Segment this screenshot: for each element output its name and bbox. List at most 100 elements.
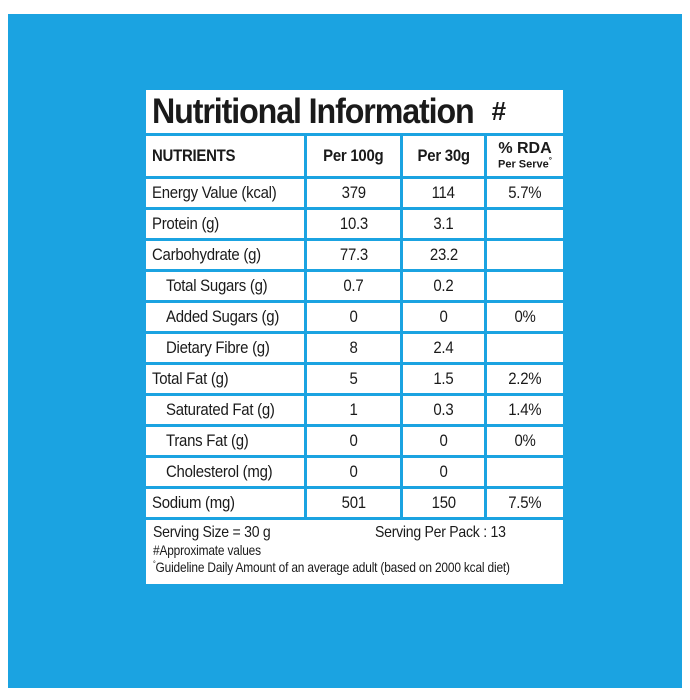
table-cell-name: Energy Value (kcal) [146, 179, 304, 207]
cell-text: 0 [439, 462, 448, 481]
table-cell-name: Carbohydrate (g) [146, 241, 304, 269]
cell-text: 0.3 [433, 400, 454, 419]
label-title: Nutritional Information # [146, 90, 563, 133]
cell-text: 0.2 [433, 276, 454, 295]
cell-text: 379 [341, 183, 366, 202]
cell-text: 501 [341, 493, 366, 512]
table-cell-per30: 23.2 [403, 241, 484, 269]
cell-text: Saturated Fat (g) [166, 400, 275, 419]
cell-text: Cholesterol (mg) [166, 462, 273, 481]
header-per30: Per 30g [403, 136, 484, 176]
cell-text: 1.4% [508, 400, 542, 419]
table-cell-per100: 0 [307, 303, 400, 331]
cell-text: 3.1 [433, 214, 454, 233]
header-per100: Per 100g [307, 136, 400, 176]
table-cell-per30: 150 [403, 489, 484, 517]
table-cell-rda: 0% [487, 427, 563, 455]
cell-text: Total Sugars (g) [166, 276, 268, 295]
table-cell-rda [487, 334, 563, 362]
table-cell-per30: 0 [403, 303, 484, 331]
table-cell-per30: 2.4 [403, 334, 484, 362]
rda-mark: ° [548, 156, 552, 166]
table-cell-rda: 7.5% [487, 489, 563, 517]
cell-text: Added Sugars (g) [166, 307, 280, 326]
table-cell-name: Saturated Fat (g) [146, 396, 304, 424]
header-per30-text: Per 30g [417, 146, 470, 165]
table-cell-rda: 0% [487, 303, 563, 331]
table-cell-rda: 5.7% [487, 179, 563, 207]
header-nutrients: NUTRIENTS [146, 136, 304, 176]
serving-per-pack: Serving Per Pack : 13 [374, 524, 506, 541]
cell-text: 0 [349, 307, 358, 326]
cell-text: 0 [349, 462, 358, 481]
header-nutrients-text: NUTRIENTS [152, 146, 236, 165]
cell-text: 77.3 [339, 245, 368, 264]
cell-text: 150 [431, 493, 456, 512]
cell-text: 0 [349, 431, 358, 450]
label-footer: Serving Size = 30 g Serving Per Pack : 1… [146, 520, 563, 584]
table-cell-per100: 379 [307, 179, 400, 207]
cell-text: Sodium (mg) [152, 493, 235, 512]
approx-note: #Approximate values [153, 542, 261, 558]
cell-text: 10.3 [339, 214, 368, 233]
cell-text: 2.2% [508, 369, 542, 388]
gda-note: Guideline Daily Amount of an average adu… [155, 559, 510, 575]
cell-text: 8 [349, 338, 358, 357]
table-cell-name: Sodium (mg) [146, 489, 304, 517]
cell-text: 1.5 [433, 369, 454, 388]
table-cell-rda [487, 272, 563, 300]
cell-text: Energy Value (kcal) [152, 183, 277, 202]
table-cell-per100: 0.7 [307, 272, 400, 300]
table-cell-per100: 10.3 [307, 210, 400, 238]
table-cell-per100: 501 [307, 489, 400, 517]
table-cell-rda [487, 458, 563, 486]
table-cell-per100: 0 [307, 458, 400, 486]
table-cell-per100: 8 [307, 334, 400, 362]
cell-text: 2.4 [433, 338, 454, 357]
title-mark: # [491, 96, 507, 126]
header-rda-text: % RDA [498, 140, 552, 158]
table-cell-rda [487, 210, 563, 238]
cell-text: 114 [431, 183, 456, 202]
header-rda: % RDA Per Serve° [487, 136, 563, 176]
cell-text: Carbohydrate (g) [152, 245, 261, 264]
table-cell-name: Added Sugars (g) [146, 303, 304, 331]
cell-text: Trans Fat (g) [166, 431, 249, 450]
table-cell-rda: 1.4% [487, 396, 563, 424]
cell-text: 23.2 [429, 245, 458, 264]
cell-text: 0% [514, 307, 536, 326]
title-text: Nutritional Information [152, 91, 475, 131]
header-per100-text: Per 100g [323, 146, 384, 165]
nutrition-label: Nutritional Information # NUTRIENTS Per … [143, 88, 566, 587]
table-cell-per30: 114 [403, 179, 484, 207]
cell-text: 0% [514, 431, 536, 450]
cell-text: 5.7% [508, 183, 542, 202]
cell-text: Protein (g) [152, 214, 219, 233]
table-cell-name: Total Fat (g) [146, 365, 304, 393]
table-cell-per30: 0.3 [403, 396, 484, 424]
cell-text: 0 [439, 307, 448, 326]
cell-text: 0 [439, 431, 448, 450]
table-cell-per100: 0 [307, 427, 400, 455]
table-cell-per30: 0.2 [403, 272, 484, 300]
cell-text: 5 [349, 369, 358, 388]
header-rda-sub: Per Serve [498, 158, 549, 171]
table-cell-name: Protein (g) [146, 210, 304, 238]
cell-text: 1 [349, 400, 358, 419]
table-cell-per100: 1 [307, 396, 400, 424]
cell-text: 7.5% [508, 493, 542, 512]
table-cell-name: Dietary Fibre (g) [146, 334, 304, 362]
table-cell-rda [487, 241, 563, 269]
table-cell-per30: 0 [403, 427, 484, 455]
table-cell-per100: 77.3 [307, 241, 400, 269]
table-cell-rda: 2.2% [487, 365, 563, 393]
cell-text: 0.7 [343, 276, 364, 295]
cell-text: Total Fat (g) [152, 369, 229, 388]
table-cell-name: Cholesterol (mg) [146, 458, 304, 486]
table-cell-per30: 1.5 [403, 365, 484, 393]
cell-text: Dietary Fibre (g) [166, 338, 270, 357]
table-cell-per30: 0 [403, 458, 484, 486]
nutrition-table: NUTRIENTS Per 100g Per 30g % RDA Per Ser… [143, 133, 566, 520]
table-cell-per30: 3.1 [403, 210, 484, 238]
table-cell-name: Trans Fat (g) [146, 427, 304, 455]
